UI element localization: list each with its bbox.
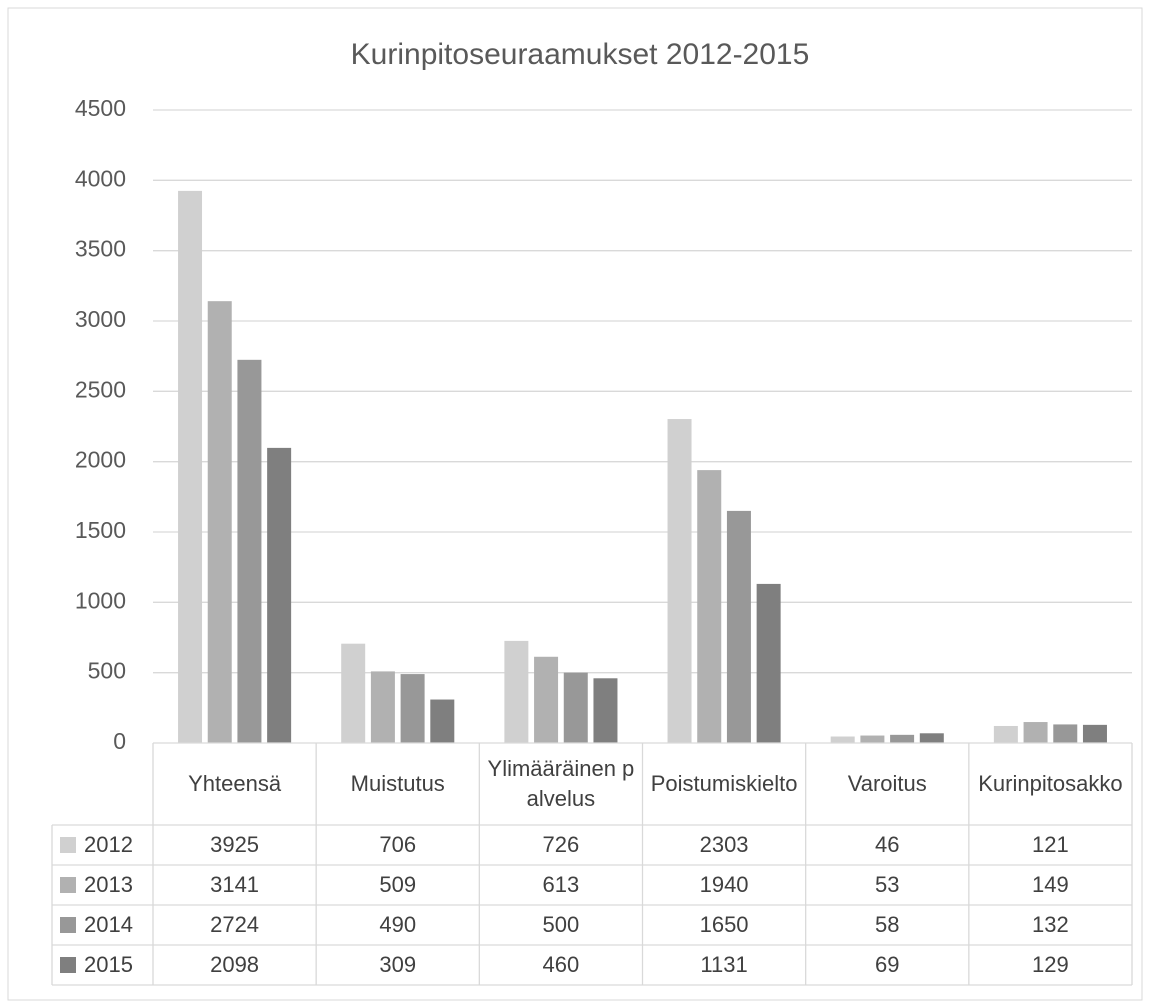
bar [726, 510, 751, 743]
table-value: 58 [874, 912, 900, 937]
x-tick-label: Muistutus [350, 771, 445, 796]
y-tick-label: 500 [88, 658, 126, 684]
bar [830, 736, 855, 743]
bar [207, 301, 232, 743]
bar [370, 671, 395, 743]
table-value: 53 [874, 872, 900, 897]
bar [400, 674, 425, 743]
table-value: 3925 [210, 832, 260, 857]
y-tick-label: 4500 [75, 95, 126, 121]
bar [697, 470, 722, 743]
legend-key [60, 837, 76, 853]
legend-label: 2012 [84, 832, 133, 857]
bar [1053, 724, 1078, 743]
table-value: 129 [1032, 952, 1069, 977]
y-tick-label: 2500 [75, 376, 126, 402]
x-tick-label: Varoitus [847, 771, 927, 796]
bar [860, 735, 885, 743]
table-value: 613 [542, 872, 580, 897]
bar [178, 190, 203, 744]
bar [667, 419, 692, 743]
chart-border [7, 7, 1143, 1001]
y-tick-label: 1500 [75, 517, 126, 543]
bar [237, 359, 262, 743]
table-value: 2724 [210, 912, 260, 937]
bar [993, 725, 1018, 743]
bar [267, 447, 292, 743]
bar [534, 656, 559, 743]
table-value: 149 [1032, 872, 1069, 897]
table-value: 490 [379, 912, 417, 937]
bar [593, 678, 618, 743]
y-tick-label: 2000 [75, 447, 126, 473]
legend-key [60, 917, 76, 933]
bar [890, 734, 915, 743]
x-tick-label: Yhteensä [188, 771, 282, 796]
legend-label: 2014 [84, 912, 133, 937]
table-value: 1650 [699, 912, 749, 937]
x-tick-label: Ylimääräinen palvelus [487, 756, 635, 811]
bar [504, 640, 529, 743]
bar [341, 643, 366, 743]
table-value: 1131 [700, 952, 748, 977]
bar [430, 699, 455, 743]
table-value: 3141 [210, 872, 260, 897]
y-tick-label: 1000 [75, 587, 126, 613]
x-tick-label: Kurinpitosakko [978, 771, 1123, 796]
table-value: 132 [1032, 912, 1069, 937]
table-value: 726 [542, 832, 580, 857]
table-value: 2098 [210, 952, 260, 977]
y-tick-label: 0 [113, 728, 126, 754]
table-value: 309 [379, 952, 417, 977]
table-value: 121 [1032, 832, 1069, 857]
table-value: 1940 [699, 872, 749, 897]
table-value: 460 [542, 952, 580, 977]
bar [756, 583, 781, 743]
y-tick-label: 3500 [75, 236, 126, 262]
table-value: 2303 [699, 832, 749, 857]
bar [1082, 724, 1107, 743]
legend-key [60, 877, 76, 893]
y-tick-label: 3000 [75, 306, 126, 332]
table-value: 500 [542, 912, 580, 937]
y-tick-label: 4000 [75, 165, 126, 191]
table-value: 509 [379, 872, 417, 897]
bar [563, 672, 588, 743]
legend-label: 2013 [84, 872, 133, 897]
table-value: 706 [379, 832, 417, 857]
x-tick-label: Poistumiskielto [650, 771, 798, 796]
chart-title: Kurinpitoseuraamukset 2012-2015 [351, 38, 810, 71]
legend-label: 2015 [84, 952, 133, 977]
bar [919, 733, 944, 743]
bar [1023, 722, 1048, 743]
legend-key [60, 957, 76, 973]
table-value: 69 [874, 952, 900, 977]
table-value: 46 [874, 832, 900, 857]
